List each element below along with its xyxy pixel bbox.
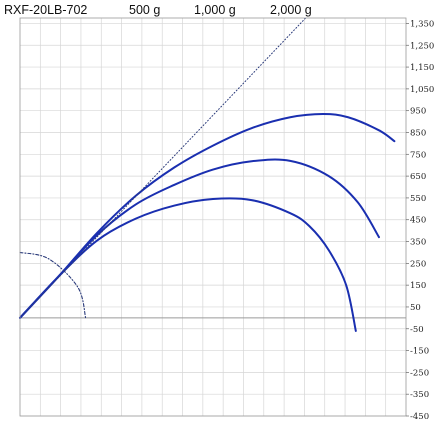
load-label-1000g: 1,000 g: [194, 3, 236, 17]
y-tick-label: 950: [410, 107, 426, 117]
y-tick-label: 350: [410, 238, 426, 248]
y-tick-label: 450: [410, 216, 426, 226]
y-tick-label: -150: [410, 347, 429, 357]
model-name: RXF-20LB-702: [4, 3, 88, 17]
y-tick-label: 150: [410, 281, 426, 291]
y-axis-ticks: 1,350 1,250 1,150 1,050 950 850 750 650 550 450 35…: [406, 19, 434, 422]
series-line: [19, 197, 357, 332]
y-tick-label: -350: [410, 390, 429, 400]
load-label-2000g: 2,000 g: [270, 3, 312, 17]
curves: [19, 17, 396, 332]
y-tick-label: 1,150: [410, 63, 434, 73]
y-tick-label: 750: [410, 150, 426, 160]
y-tick-label: 1,250: [410, 41, 434, 51]
y-tick-label: 1,050: [410, 85, 434, 95]
load-label-500g: 500 g: [129, 3, 161, 17]
plot-area: [20, 18, 406, 416]
guide-line-dash-dot: [19, 251, 87, 319]
plot-border: [19, 17, 407, 417]
y-tick-label: 850: [410, 128, 426, 138]
y-tick-label: 50: [410, 303, 421, 313]
y-tick-label: -50: [410, 325, 424, 335]
series-line: [19, 112, 396, 319]
y-tick-label: 650: [410, 172, 426, 182]
y-tick-label: 1,350: [410, 19, 434, 29]
guide-line-dotted: [19, 17, 307, 319]
y-tick-label: 550: [410, 194, 426, 204]
y-tick-label: -450: [410, 412, 429, 422]
y-tick-label: 250: [410, 259, 426, 269]
y-tick-label: -250: [410, 368, 429, 378]
chart-header: RXF-20LB-702 500 g 1,000 g 2,000 g: [0, 0, 444, 20]
